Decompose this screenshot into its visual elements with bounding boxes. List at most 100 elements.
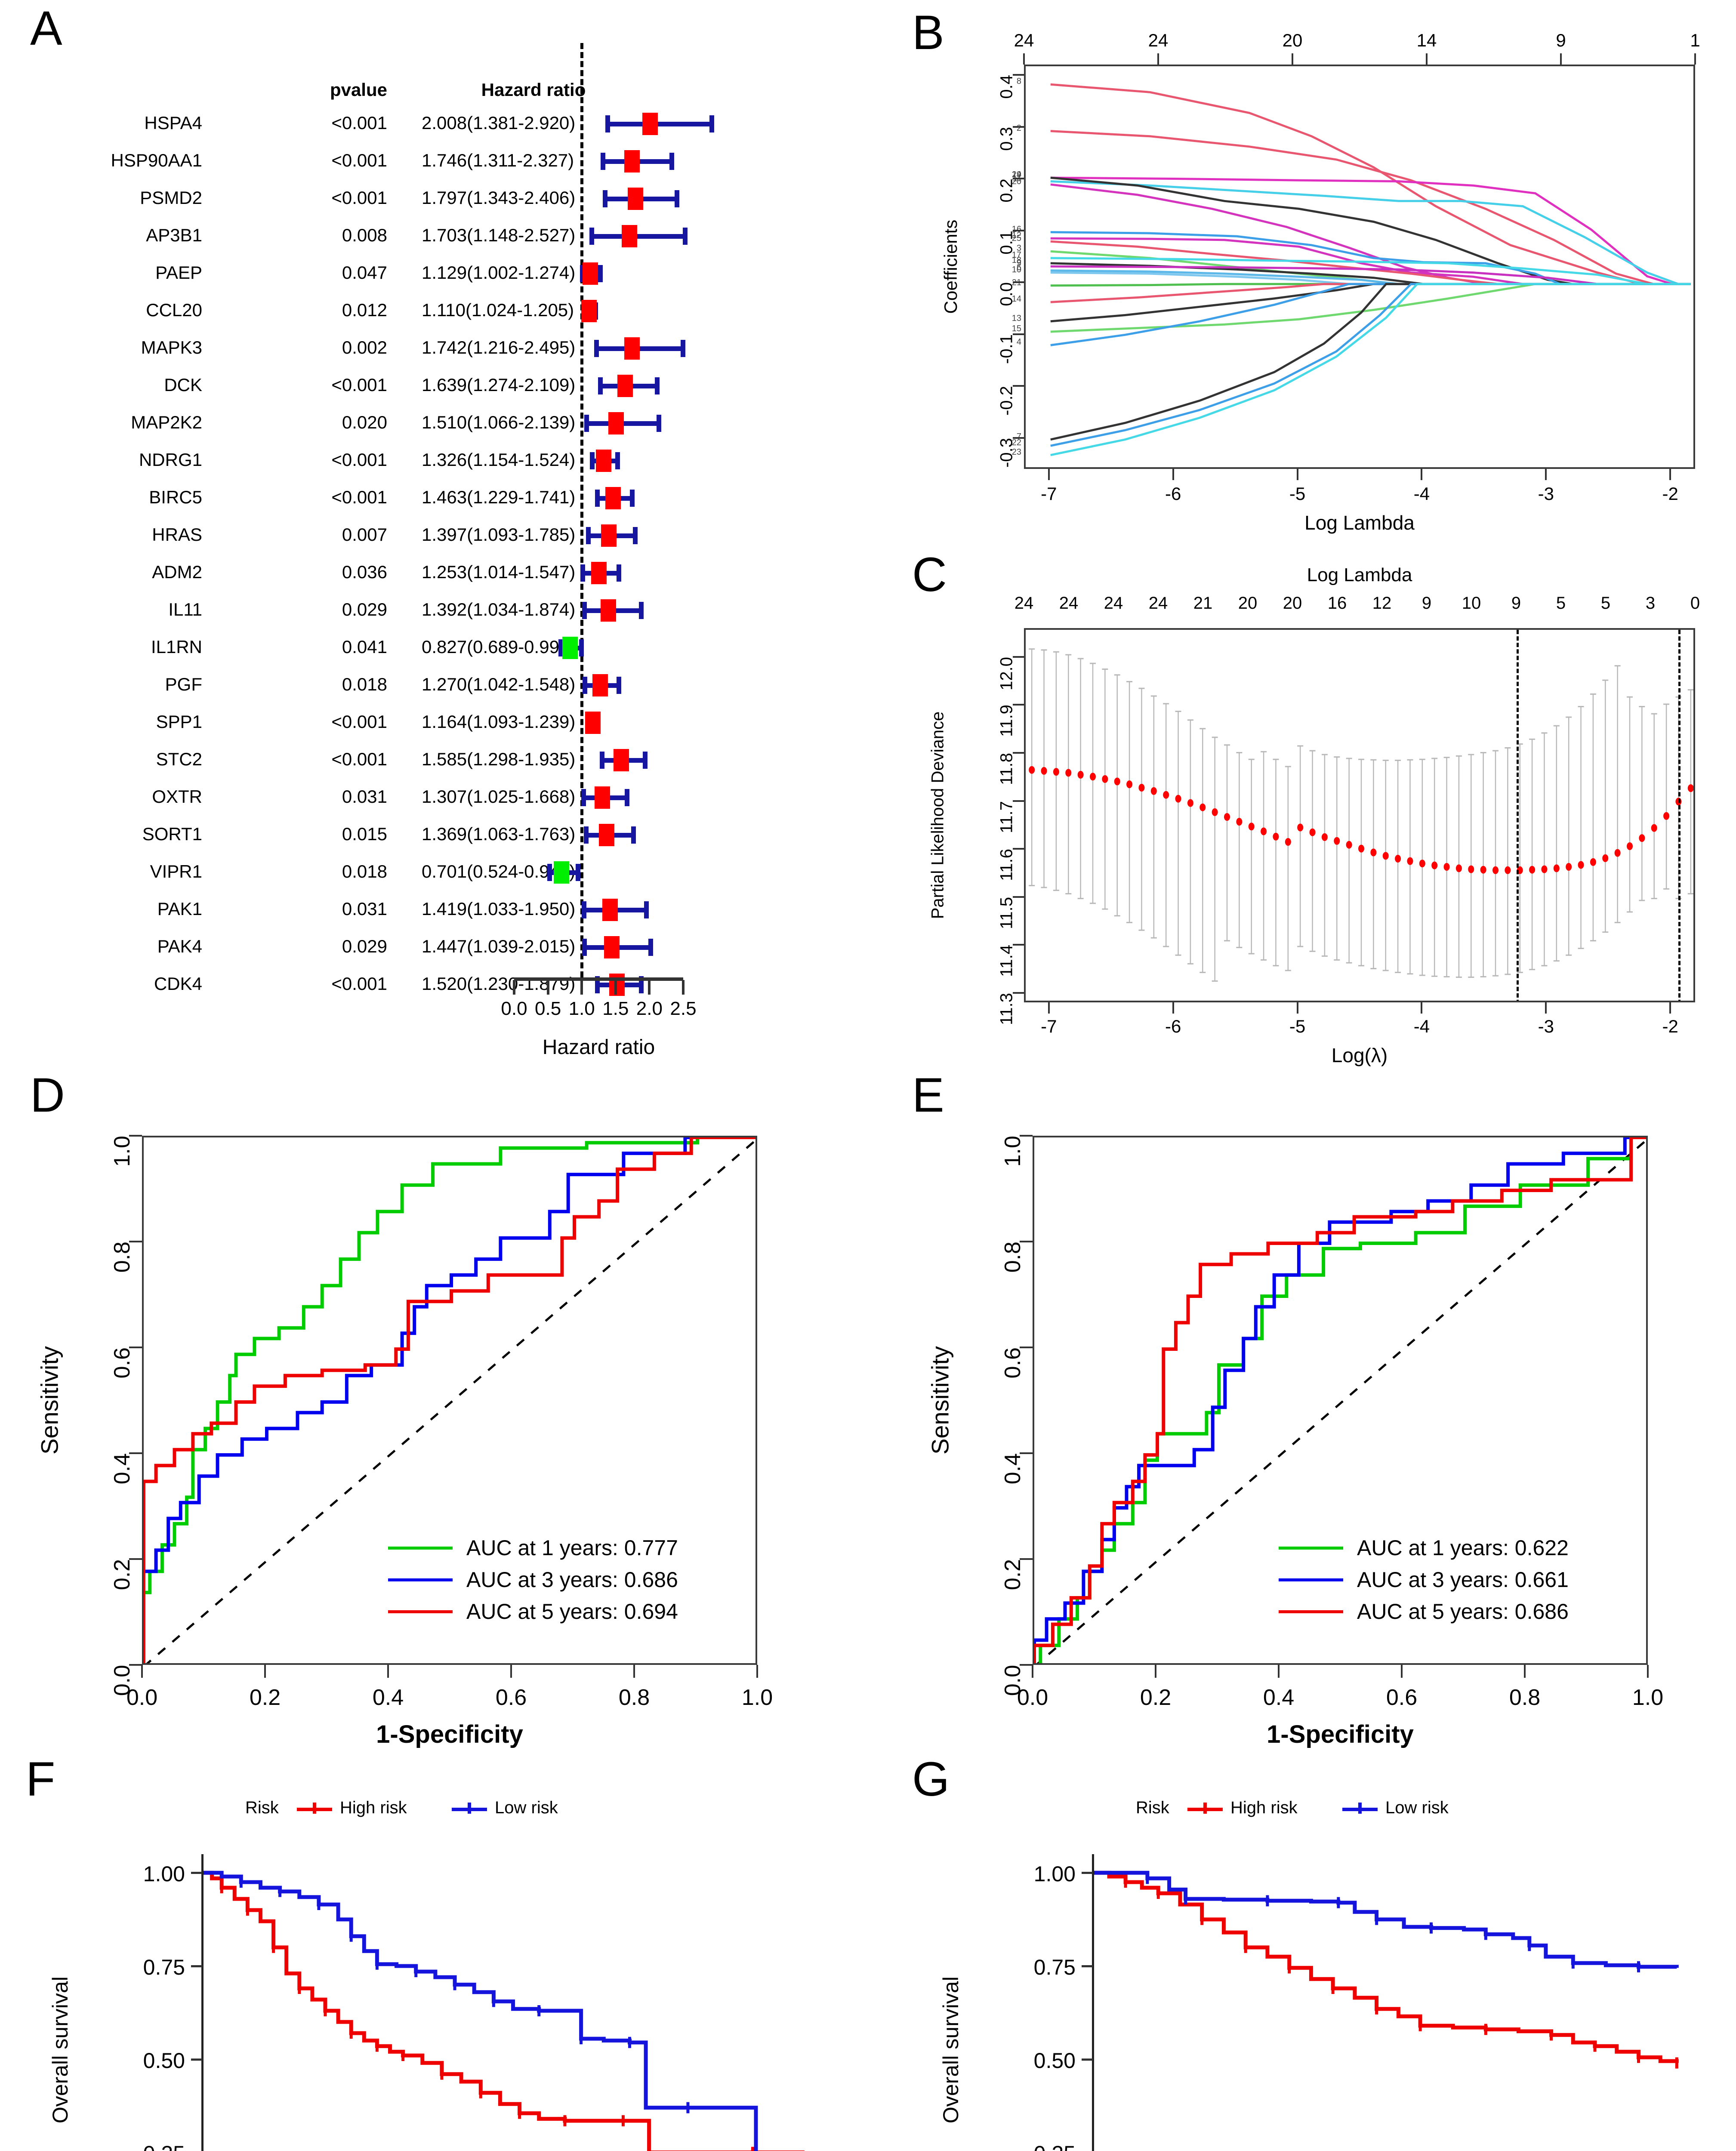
forest-row-hr-text: 1.742(1.216-2.495) <box>422 337 576 357</box>
lasso-x-tick <box>1172 469 1174 480</box>
forest-x-tick <box>682 980 685 995</box>
forest-hr-marker <box>585 712 601 734</box>
lasso-curve-label: 15 <box>1011 324 1021 334</box>
lasso-y-tick <box>1013 74 1024 76</box>
lasso-top-tick <box>1292 53 1293 65</box>
roc-x-tick-label: 0.6 <box>495 1685 527 1710</box>
km-legend-title: Risk <box>1136 1798 1169 1817</box>
forest-row-pvalue: 0.031 <box>342 786 387 807</box>
forest-row-gene: PAK4 <box>157 936 202 956</box>
cv-y-tick <box>1013 848 1024 850</box>
forest-ci-cap-low <box>582 602 587 619</box>
cv-y-tick <box>1013 800 1024 802</box>
panel-b-lasso-coefficients: B 82191124201612253171896102114131547222… <box>903 0 1736 546</box>
forest-ci-cap-low <box>603 190 608 207</box>
roc-y-tick <box>1020 1558 1033 1560</box>
forest-row-gene: IL1RN <box>151 637 202 657</box>
forest-x-tick-label: 2.5 <box>670 998 697 1019</box>
forest-row-pvalue: 0.036 <box>342 562 387 582</box>
cv-top-tick-label: 16 <box>1327 594 1347 613</box>
forest-row-gene: ADM2 <box>152 562 202 582</box>
forest-row-gene: HSPA4 <box>144 113 202 133</box>
forest-row-pvalue: <0.001 <box>331 749 387 769</box>
forest-ci-cap-low <box>595 976 600 993</box>
roc-y-tick-label: 0.6 <box>1000 1347 1025 1379</box>
roc-x-tick <box>633 1665 635 1678</box>
forest-row-hr-text: 0.701(0.524-0.940) <box>422 861 576 881</box>
forest-x-axis-label: Hazard ratio <box>542 1036 655 1059</box>
lasso-curve-label: 6 <box>1016 262 1021 272</box>
forest-row-gene: PAK1 <box>157 899 202 919</box>
forest-row-pvalue: 0.029 <box>342 936 387 956</box>
roc-x-tick <box>510 1665 512 1678</box>
forest-ci-cap-high <box>709 115 715 133</box>
forest-ci-cap-low <box>582 939 587 956</box>
cv-x-axis-label: Log(λ) <box>1331 1044 1388 1066</box>
roc-legend-line <box>388 1578 453 1581</box>
forest-ci-cap-high <box>617 564 622 582</box>
forest-row-pvalue: <0.001 <box>331 712 387 732</box>
panel-letter-f: F <box>26 1752 56 1806</box>
cv-top-tick-label: 9 <box>1421 594 1432 613</box>
cv-x-tick-label: -7 <box>1041 1016 1057 1036</box>
roc-y-tick-label: 1.0 <box>1000 1136 1025 1167</box>
km-y-tick-label: 1.00 <box>1033 1862 1076 1886</box>
forest-ci-cap-low <box>547 864 552 881</box>
roc-axes-box <box>142 1136 757 1665</box>
km-legend-censor-tick <box>1203 1803 1207 1814</box>
km-y-tick <box>191 2058 202 2061</box>
forest-row-gene: PGF <box>165 674 202 694</box>
forest-ci-cap-high <box>683 228 688 245</box>
forest-x-tick-label: 0.0 <box>501 998 527 1019</box>
cv-top-tick-label: 20 <box>1283 594 1302 613</box>
km-legend-label: Low risk <box>1385 1798 1449 1817</box>
forest-ci-cap-low <box>600 752 605 769</box>
roc-x-tick <box>1647 1665 1649 1678</box>
km-y-tick-label: 0.50 <box>143 2048 185 2073</box>
forest-ci-cap-high <box>639 976 644 993</box>
forest-ci-cap-low <box>594 340 599 357</box>
forest-hr-marker <box>628 188 644 210</box>
roc-y-axis-label: Sensitivity <box>36 1346 63 1455</box>
cv-y-tick <box>1013 896 1024 898</box>
forest-row-gene: STC2 <box>156 749 202 769</box>
forest-x-tick <box>614 980 617 995</box>
lasso-x-tick <box>1669 469 1671 480</box>
forest-ci-cap-low <box>580 564 586 582</box>
forest-row-hr-text: 1.164(1.093-1.239) <box>422 712 576 732</box>
cv-top-tick-label: 10 <box>1462 594 1481 613</box>
forest-hr-marker <box>581 300 597 322</box>
cv-x-tick-label: -3 <box>1538 1016 1554 1036</box>
roc-y-tick <box>1020 1135 1033 1137</box>
km-y-axis-label: Overall survival <box>939 1976 963 2123</box>
roc-x-tick-label: 0.6 <box>1386 1685 1418 1710</box>
lasso-x-tick-label: -5 <box>1289 484 1306 504</box>
lasso-x-tick-label: -4 <box>1413 484 1430 504</box>
forest-row-hr-text: 1.270(1.042-1.548) <box>422 674 576 694</box>
forest-hr-marker <box>608 412 624 435</box>
lasso-curve-label: 3 <box>1016 243 1021 253</box>
cv-top-tick-label: 24 <box>1148 594 1168 613</box>
lasso-y-tick <box>1013 437 1024 439</box>
forest-ci-cap-low <box>598 377 603 394</box>
roc-x-tick <box>387 1665 389 1678</box>
lasso-curve-label: 14 <box>1011 294 1021 304</box>
forest-ci-line <box>592 234 685 239</box>
forest-row-hr-text: 1.419(1.033-1.950) <box>422 899 576 919</box>
forest-row-gene: MAP2K2 <box>131 412 202 432</box>
cv-top-tick-label: 21 <box>1193 594 1213 613</box>
roc-y-tick <box>129 1558 142 1560</box>
lasso-curve-label: 8 <box>1016 77 1021 86</box>
km-y-axis <box>1092 1854 1094 2151</box>
forest-row-hr-text: 1.510(1.066-2.139) <box>422 412 576 432</box>
roc-x-tick <box>1155 1665 1156 1678</box>
lasso-top-tick-label: 20 <box>1282 30 1303 50</box>
km-y-tick-label: 1.00 <box>143 1862 185 1886</box>
lasso-top-tick <box>1694 53 1696 65</box>
forest-x-tick-label: 1.0 <box>568 998 595 1019</box>
forest-row-pvalue: 0.018 <box>342 674 387 694</box>
lasso-top-tick <box>1426 53 1428 65</box>
lasso-curve-label: 22 <box>1011 438 1021 448</box>
forest-row-pvalue: <0.001 <box>331 450 387 470</box>
roc-y-axis-label: Sensitivity <box>926 1346 954 1455</box>
